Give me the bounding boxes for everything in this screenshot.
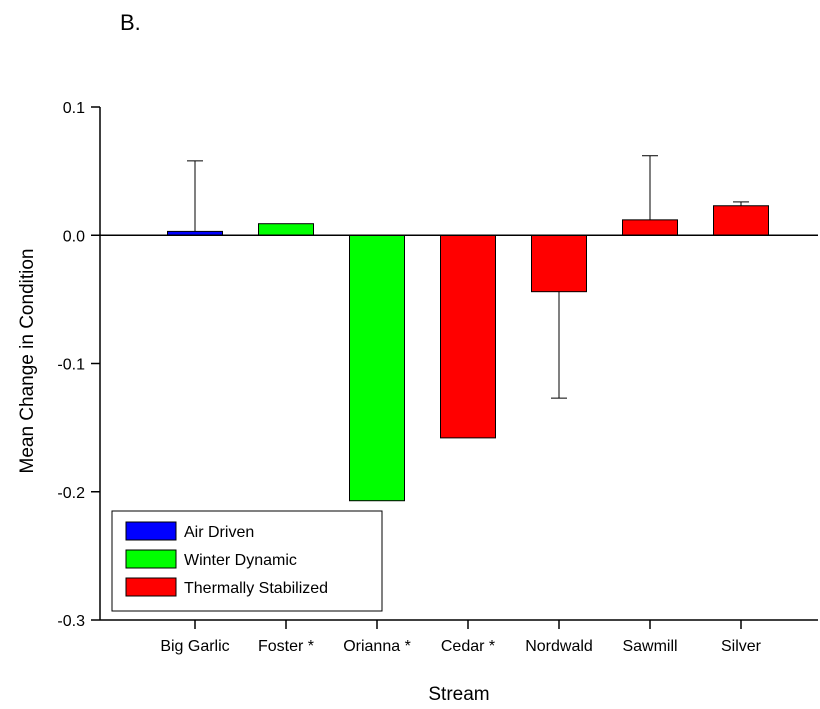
x-tick-label: Cedar * [441, 638, 495, 655]
x-tick-label: Foster * [258, 638, 314, 655]
y-tick-label: 0.1 [63, 100, 85, 117]
y-tick-label: -0.3 [57, 613, 85, 630]
x-tick-label: Big Garlic [160, 638, 229, 655]
axes: 0.1 0.0 -0.1 -0.2 -0.3 Big Garlic Foster * Oria… [57, 100, 818, 655]
legend-swatch [125, 549, 177, 569]
legend: Air Driven Winter Dynamic Thermally Stabil… [111, 510, 383, 612]
panel-label: B. [120, 10, 141, 35]
y-axis-title: Mean Change in Condition [17, 249, 38, 474]
legend-label: Air Driven [184, 524, 254, 541]
y-tick-label: -0.1 [57, 357, 85, 374]
bars [167, 205, 769, 502]
x-tick-label: Nordwald [525, 638, 593, 655]
x-tick-label: Silver [721, 638, 762, 655]
legend-swatch [125, 577, 177, 597]
y-tick-label: 0.0 [63, 228, 85, 245]
x-axis-title: Stream [428, 684, 489, 705]
bar [258, 223, 314, 236]
legend-label: Thermally Stabilized [184, 580, 328, 597]
x-tick-label: Orianna * [343, 638, 411, 655]
error-bars [187, 155, 749, 399]
bar [622, 219, 678, 236]
legend-label: Winter Dynamic [184, 552, 297, 569]
y-tick-label: -0.2 [57, 485, 85, 502]
bar [713, 205, 769, 236]
bar [349, 234, 405, 502]
bar [440, 234, 496, 439]
legend-swatch [125, 521, 177, 541]
bar [531, 234, 587, 293]
x-tick-label: Sawmill [622, 638, 677, 655]
